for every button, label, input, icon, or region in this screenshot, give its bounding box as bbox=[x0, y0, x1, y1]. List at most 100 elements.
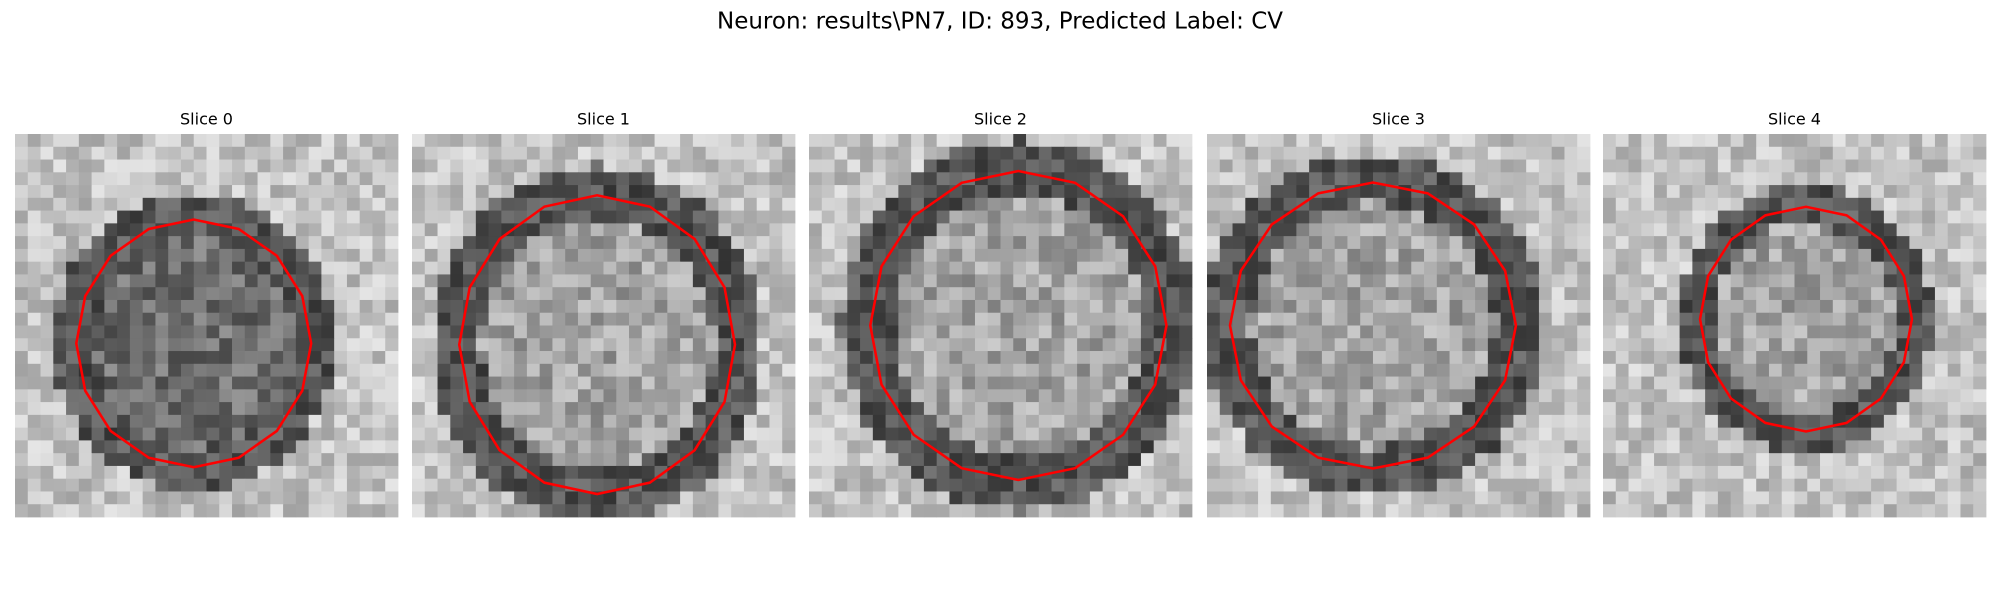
pixel bbox=[898, 338, 912, 352]
pixel bbox=[1628, 351, 1642, 365]
pixel bbox=[359, 465, 373, 480]
pixel bbox=[1166, 453, 1180, 467]
pixel bbox=[501, 338, 515, 352]
pixel bbox=[885, 338, 899, 352]
pixel bbox=[1654, 134, 1668, 148]
pixel bbox=[1089, 351, 1104, 365]
pixel bbox=[1628, 402, 1642, 416]
pixel bbox=[769, 440, 783, 454]
pixel bbox=[488, 146, 502, 160]
pixel bbox=[1013, 172, 1027, 186]
pixel bbox=[1577, 338, 1591, 352]
pixel bbox=[1077, 248, 1091, 263]
pixel bbox=[1973, 134, 1987, 148]
pixel bbox=[1475, 248, 1489, 263]
pixel bbox=[142, 325, 156, 339]
pixel bbox=[1140, 274, 1155, 288]
pixel bbox=[1258, 299, 1272, 314]
pixel bbox=[1883, 402, 1898, 416]
pixel bbox=[834, 299, 848, 314]
pixel bbox=[539, 465, 553, 480]
pixel bbox=[1258, 287, 1272, 301]
pixel bbox=[372, 427, 386, 441]
pixel bbox=[1089, 363, 1104, 377]
pixel bbox=[1973, 363, 1987, 377]
pixel bbox=[1462, 287, 1476, 301]
pixel bbox=[180, 197, 195, 211]
pixel bbox=[1475, 299, 1489, 314]
pixel bbox=[1219, 197, 1233, 211]
pixel bbox=[1089, 172, 1104, 186]
pixel bbox=[1807, 248, 1821, 263]
pixel bbox=[1641, 146, 1655, 160]
pixel bbox=[1245, 504, 1259, 518]
pixel bbox=[860, 376, 874, 390]
pixel bbox=[1615, 236, 1629, 250]
pixel bbox=[577, 351, 592, 365]
pixel bbox=[1013, 427, 1027, 441]
pixel bbox=[1411, 389, 1425, 403]
pixel bbox=[1794, 236, 1808, 250]
pixel bbox=[1038, 287, 1052, 301]
pixel bbox=[321, 185, 335, 199]
pixel bbox=[1038, 427, 1052, 441]
pixel bbox=[1794, 414, 1808, 429]
pixel bbox=[526, 389, 541, 403]
pixel bbox=[987, 185, 1001, 199]
pixel bbox=[1615, 248, 1629, 263]
pixel bbox=[680, 185, 694, 199]
pixel bbox=[821, 376, 835, 390]
pixel bbox=[1140, 414, 1155, 429]
pixel bbox=[180, 504, 195, 518]
pixel bbox=[629, 363, 643, 377]
pixel bbox=[692, 210, 707, 224]
pixel bbox=[1513, 478, 1527, 492]
pixel bbox=[168, 478, 182, 492]
pixel bbox=[104, 427, 118, 441]
pixel bbox=[78, 248, 92, 263]
pixel bbox=[1730, 504, 1744, 518]
pixel bbox=[514, 504, 528, 518]
pixel bbox=[308, 274, 322, 288]
pixel bbox=[1347, 427, 1361, 441]
pixel bbox=[321, 248, 335, 263]
pixel bbox=[1296, 261, 1310, 275]
pixel bbox=[898, 134, 912, 148]
pixel bbox=[974, 402, 989, 416]
pixel bbox=[1283, 299, 1297, 314]
pixel bbox=[1372, 299, 1387, 314]
pixel bbox=[385, 504, 399, 518]
pixel bbox=[1807, 134, 1821, 148]
pixel bbox=[1347, 351, 1361, 365]
pixel bbox=[1140, 325, 1155, 339]
pixel bbox=[1270, 504, 1284, 518]
pixel bbox=[1128, 185, 1142, 199]
pixel bbox=[1934, 325, 1949, 339]
pixel bbox=[1603, 312, 1617, 326]
pixel bbox=[1487, 236, 1502, 250]
pixel bbox=[1756, 478, 1770, 492]
pixel bbox=[346, 414, 361, 429]
pixel bbox=[1245, 363, 1259, 377]
pixel bbox=[1526, 210, 1540, 224]
pixel bbox=[168, 338, 182, 352]
pixel bbox=[565, 261, 579, 275]
pixel bbox=[1960, 210, 1974, 224]
pixel bbox=[40, 248, 54, 263]
pixel bbox=[1487, 287, 1502, 301]
pixel bbox=[1270, 440, 1284, 454]
pixel bbox=[860, 159, 874, 173]
pixel bbox=[603, 440, 617, 454]
pixel bbox=[1577, 351, 1591, 365]
pixel bbox=[577, 197, 592, 211]
pixel bbox=[1717, 274, 1732, 288]
pixel bbox=[962, 491, 976, 505]
pixel bbox=[1871, 376, 1885, 390]
pixel bbox=[769, 236, 783, 250]
pixel bbox=[1883, 363, 1898, 377]
pixel bbox=[193, 491, 207, 505]
pixel bbox=[488, 363, 502, 377]
pixel bbox=[142, 146, 156, 160]
pixel bbox=[1140, 504, 1155, 518]
pixel bbox=[1603, 299, 1617, 314]
